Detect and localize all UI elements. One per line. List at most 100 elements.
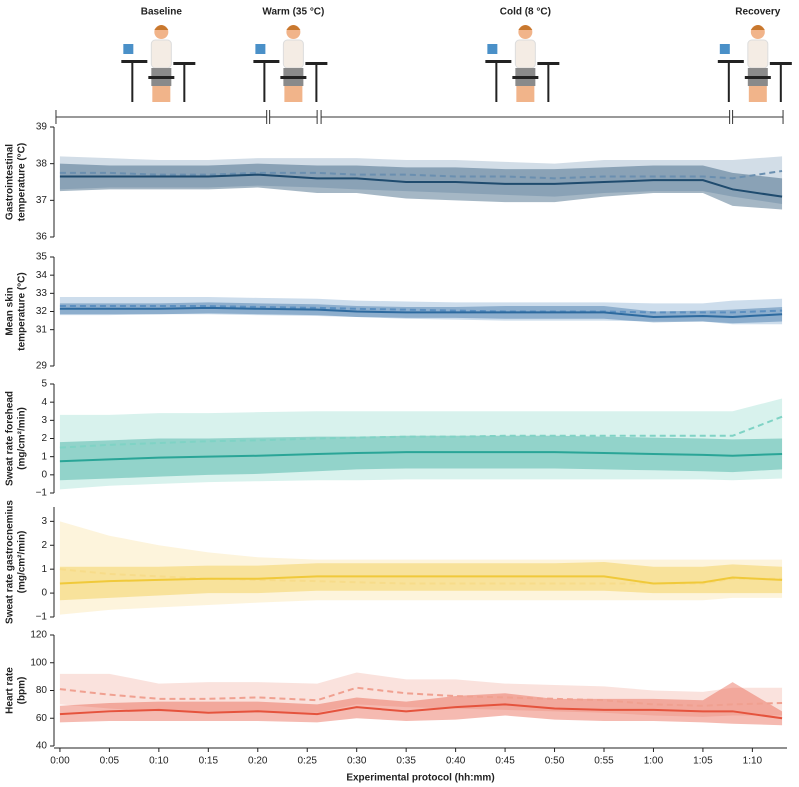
- table-leg: [315, 64, 318, 102]
- y-tick-label: −1: [36, 612, 48, 623]
- shins: [516, 86, 535, 102]
- x-tick-label: 0:25: [298, 756, 318, 767]
- y-axis-label: (mg/cm²/min): [17, 407, 28, 470]
- y-tick-label: 80: [36, 685, 48, 696]
- y-tick-label: 4: [41, 397, 47, 408]
- y-tick-label: 40: [36, 741, 48, 752]
- y-axis-label: (bpm): [17, 677, 28, 705]
- desk-leg: [495, 62, 498, 102]
- y-tick-label: 2: [41, 540, 47, 551]
- band: [59, 435, 783, 481]
- series-line: [59, 170, 783, 180]
- y-tick-label: 31: [36, 324, 48, 335]
- table-leg: [547, 64, 550, 102]
- phase-label: Cold (8 °C): [500, 7, 551, 18]
- panel: 36 37 38 39 Gastrointestinal temperature (°C): [5, 122, 783, 243]
- y-tick-label: 34: [36, 270, 48, 281]
- series-line: [59, 575, 783, 585]
- y-tick-label: 39: [36, 122, 48, 133]
- table-leg: [779, 64, 782, 102]
- monitor: [255, 44, 266, 54]
- y-tick-label: 3: [41, 415, 47, 426]
- phase-label: Recovery: [735, 7, 780, 18]
- y-axis-label: (mg/cm²/min): [17, 531, 28, 594]
- x-tick-label: 0:05: [100, 756, 120, 767]
- band: [59, 562, 783, 601]
- y-tick-label: 100: [30, 657, 47, 668]
- y-axis-label: Sweat rate forehead: [5, 391, 16, 486]
- x-tick-label: 1:05: [693, 756, 713, 767]
- panel: 40 60 80 100 120 Heart rate (bpm) 0:00 0:05 0:10 0…: [5, 630, 787, 784]
- y-tick-label: 60: [36, 713, 48, 724]
- panel: −1 0 1 2 3 Sweat rate gastrocnemius (mg/cm²/mi…: [5, 500, 783, 624]
- hair: [286, 25, 301, 30]
- side-table: [537, 62, 560, 65]
- y-tick-label: 120: [30, 630, 47, 641]
- y-axis-label: Heart rate: [5, 667, 16, 714]
- monitor: [487, 44, 498, 54]
- chair: [148, 76, 175, 79]
- hair: [154, 25, 169, 30]
- x-tick-label: 0:45: [495, 756, 515, 767]
- person-icon: [253, 25, 328, 102]
- desk-leg: [131, 62, 134, 102]
- series-line: [59, 415, 783, 449]
- hair: [750, 25, 765, 30]
- hair: [518, 25, 533, 30]
- y-axis-label: Sweat rate gastrocnemius: [5, 500, 16, 624]
- shins: [748, 86, 767, 102]
- person-icon: [121, 25, 196, 102]
- series-line: [59, 686, 783, 707]
- y-tick-label: 0: [41, 469, 47, 480]
- band: [59, 682, 783, 726]
- desk: [121, 60, 148, 63]
- desk: [253, 60, 280, 63]
- x-tick-label: 0:50: [545, 756, 565, 767]
- band: [59, 156, 783, 204]
- chair: [512, 76, 539, 79]
- y-tick-label: 33: [36, 288, 48, 299]
- x-tick-label: 0:00: [50, 756, 70, 767]
- y-tick-label: 38: [36, 158, 48, 169]
- series-line: [59, 305, 783, 314]
- x-tick-label: 0:30: [347, 756, 367, 767]
- series-line: [59, 703, 783, 720]
- series-line: [59, 306, 783, 318]
- series-line: [59, 173, 783, 198]
- monitor: [123, 44, 134, 54]
- band: [59, 521, 783, 615]
- y-tick-label: 3: [41, 516, 47, 527]
- y-tick-label: 0: [41, 588, 47, 599]
- torso: [282, 39, 304, 69]
- panel: −1 0 1 2 3 4 5 Sweat rate forehead (mg/cm²/min): [5, 379, 783, 499]
- shins: [152, 86, 171, 102]
- monitor: [719, 44, 730, 54]
- phase-label: Baseline: [141, 7, 183, 18]
- series-line: [59, 568, 783, 585]
- x-tick-label: 1:10: [743, 756, 763, 767]
- y-tick-label: 37: [36, 195, 48, 206]
- chair: [280, 76, 307, 79]
- side-table: [769, 62, 792, 65]
- y-tick-label: 1: [41, 564, 47, 575]
- torso: [514, 39, 536, 69]
- chair: [744, 76, 771, 79]
- y-tick-label: 35: [36, 252, 48, 263]
- y-tick-label: 32: [36, 306, 48, 317]
- y-tick-label: 5: [41, 379, 47, 390]
- desk-leg: [263, 62, 266, 102]
- y-axis-label: temperature (°C): [17, 143, 28, 221]
- x-tick-label: 0:40: [446, 756, 466, 767]
- x-axis-label: Experimental protocol (hh:mm): [346, 773, 494, 784]
- band: [59, 398, 783, 490]
- desk-leg: [727, 62, 730, 102]
- y-tick-label: −1: [36, 488, 48, 499]
- y-axis-label: Gastrointestinal: [5, 144, 16, 220]
- torso: [747, 39, 769, 69]
- x-tick-label: 0:15: [199, 756, 219, 767]
- y-tick-label: 29: [36, 361, 48, 372]
- phase-label: Warm (35 °C): [262, 7, 324, 18]
- shins: [284, 86, 303, 102]
- y-tick-label: 1: [41, 451, 47, 462]
